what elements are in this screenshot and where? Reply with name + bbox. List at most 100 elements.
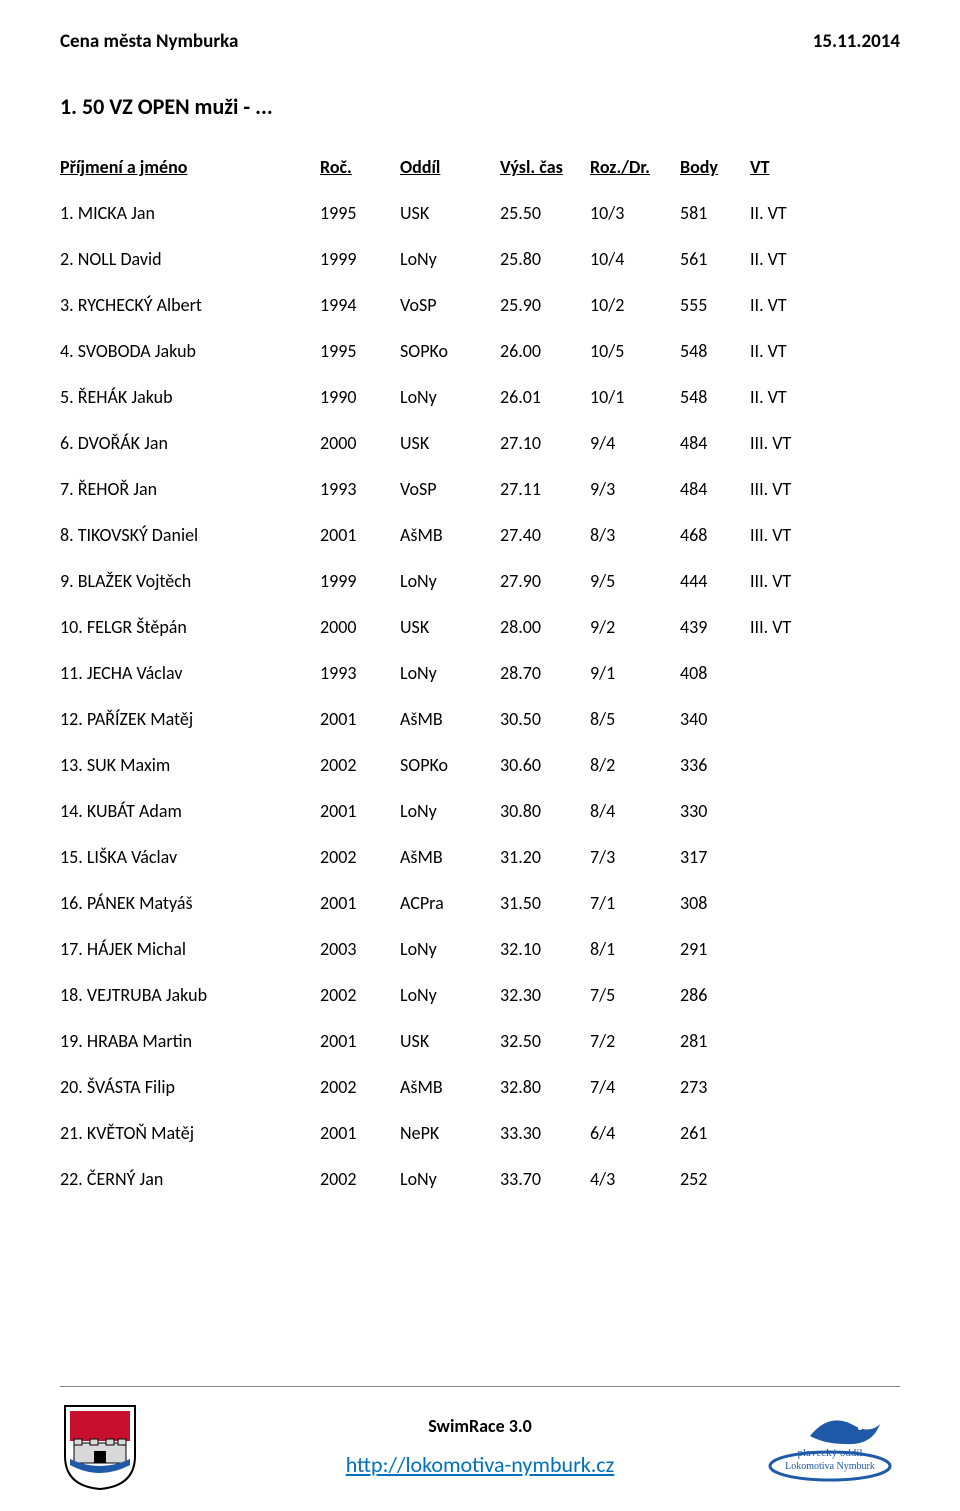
cell-year: 2001: [320, 1122, 400, 1144]
cell-year: 2003: [320, 938, 400, 960]
cell-time: 32.30: [500, 984, 590, 1006]
event-date: 15.11.2014: [813, 30, 900, 53]
cell-club: USK: [400, 202, 500, 224]
col-pts: Body: [680, 156, 750, 178]
cell-club: LoNy: [400, 984, 500, 1006]
footer-link[interactable]: http://lokomotiva-nymburk.cz: [346, 1451, 615, 1478]
table-row: 13. SUK Maxim2002SOPKo30.608/2336: [60, 754, 900, 776]
table-row: 20. ŠVÁSTA Filip2002AšMB32.807/4273: [60, 1076, 900, 1098]
col-club: Oddíl: [400, 156, 500, 178]
cell-pts: 581: [680, 202, 750, 224]
cell-year: 1999: [320, 570, 400, 592]
cell-time: 30.50: [500, 708, 590, 730]
footer-divider: [60, 1386, 900, 1387]
cell-lane: 8/3: [590, 524, 680, 546]
cell-lane: 7/4: [590, 1076, 680, 1098]
col-cls: VT: [750, 156, 810, 178]
cell-lane: 10/3: [590, 202, 680, 224]
cell-pts: 286: [680, 984, 750, 1006]
cell-club: LoNy: [400, 662, 500, 684]
cell-time: 30.60: [500, 754, 590, 776]
cell-name: 6. DVOŘÁK Jan: [60, 432, 320, 454]
cell-cls: [750, 800, 810, 822]
cell-lane: 10/1: [590, 386, 680, 408]
cell-cls: III. VT: [750, 478, 810, 500]
cell-time: 28.00: [500, 616, 590, 638]
table-row: 10. FELGR Štěpán2000USK28.009/2439III. V…: [60, 616, 900, 638]
cell-time: 25.50: [500, 202, 590, 224]
cell-cls: II. VT: [750, 340, 810, 362]
cell-cls: III. VT: [750, 616, 810, 638]
table-row: 1. MICKA Jan1995USK25.5010/3581II. VT: [60, 202, 900, 224]
cell-time: 31.20: [500, 846, 590, 868]
table-row: 16. PÁNEK Matyáš2001ACPra31.507/1308: [60, 892, 900, 914]
cell-pts: 555: [680, 294, 750, 316]
cell-pts: 281: [680, 1030, 750, 1052]
cell-name: 14. KUBÁT Adam: [60, 800, 320, 822]
cell-cls: [750, 662, 810, 684]
cell-year: 2001: [320, 1030, 400, 1052]
cell-time: 26.00: [500, 340, 590, 362]
cell-year: 2002: [320, 1168, 400, 1190]
cell-time: 33.70: [500, 1168, 590, 1190]
cell-name: 5. ŘEHÁK Jakub: [60, 386, 320, 408]
table-row: 7. ŘEHOŘ Jan1993VoSP27.119/3484III. VT: [60, 478, 900, 500]
cell-name: 15. LIŠKA Václav: [60, 846, 320, 868]
cell-name: 9. BLAŽEK Vojtěch: [60, 570, 320, 592]
city-crest-icon: [60, 1401, 140, 1491]
cell-pts: 261: [680, 1122, 750, 1144]
cell-name: 18. VEJTRUBA Jakub: [60, 984, 320, 1006]
cell-name: 8. TIKOVSKÝ Daniel: [60, 524, 320, 546]
cell-lane: 7/1: [590, 892, 680, 914]
cell-year: 2002: [320, 984, 400, 1006]
cell-year: 2001: [320, 708, 400, 730]
cell-club: LoNy: [400, 938, 500, 960]
cell-pts: 548: [680, 340, 750, 362]
cell-year: 1993: [320, 662, 400, 684]
col-year: Roč.: [320, 156, 400, 178]
col-time: Výsl. čas: [500, 156, 590, 178]
table-row: 11. JECHA Václav1993LoNy28.709/1408: [60, 662, 900, 684]
cell-name: 16. PÁNEK Matyáš: [60, 892, 320, 914]
cell-club: USK: [400, 616, 500, 638]
cell-name: 11. JECHA Václav: [60, 662, 320, 684]
cell-cls: II. VT: [750, 248, 810, 270]
cell-pts: 317: [680, 846, 750, 868]
cell-time: 28.70: [500, 662, 590, 684]
cell-time: 27.40: [500, 524, 590, 546]
cell-cls: [750, 754, 810, 776]
cell-name: 3. RYCHECKÝ Albert: [60, 294, 320, 316]
cell-time: 31.50: [500, 892, 590, 914]
cell-pts: 484: [680, 432, 750, 454]
cell-lane: 7/5: [590, 984, 680, 1006]
cell-club: NePK: [400, 1122, 500, 1144]
cell-pts: 252: [680, 1168, 750, 1190]
table-row: 14. KUBÁT Adam2001LoNy30.808/4330: [60, 800, 900, 822]
cell-club: USK: [400, 432, 500, 454]
cell-time: 32.10: [500, 938, 590, 960]
table-row: 4. SVOBODA Jakub1995SOPKo26.0010/5548II.…: [60, 340, 900, 362]
table-row: 5. ŘEHÁK Jakub1990LoNy26.0110/1548II. VT: [60, 386, 900, 408]
page-footer: SwimRace 3.0 http://lokomotiva-nymburk.c…: [0, 1386, 960, 1491]
cell-cls: [750, 1122, 810, 1144]
cell-club: LoNy: [400, 248, 500, 270]
table-row: 17. HÁJEK Michal2003LoNy32.108/1291: [60, 938, 900, 960]
cell-name: 10. FELGR Štěpán: [60, 616, 320, 638]
cell-name: 2. NOLL David: [60, 248, 320, 270]
cell-cls: [750, 708, 810, 730]
cell-time: 32.80: [500, 1076, 590, 1098]
table-row: 12. PAŘÍZEK Matěj2001AšMB30.508/5340: [60, 708, 900, 730]
cell-cls: [750, 846, 810, 868]
cell-lane: 8/4: [590, 800, 680, 822]
cell-name: 19. HRABA Martin: [60, 1030, 320, 1052]
cell-club: AšMB: [400, 524, 500, 546]
cell-name: 22. ČERNÝ Jan: [60, 1168, 320, 1190]
cell-name: 7. ŘEHOŘ Jan: [60, 478, 320, 500]
table-row: 9. BLAŽEK Vojtěch1999LoNy27.909/5444III.…: [60, 570, 900, 592]
table-row: 15. LIŠKA Václav2002AšMB31.207/3317: [60, 846, 900, 868]
cell-club: SOPKo: [400, 340, 500, 362]
cell-cls: [750, 1168, 810, 1190]
cell-time: 27.90: [500, 570, 590, 592]
cell-lane: 6/4: [590, 1122, 680, 1144]
section-title: 1. 50 VZ OPEN muži - ...: [60, 93, 900, 120]
